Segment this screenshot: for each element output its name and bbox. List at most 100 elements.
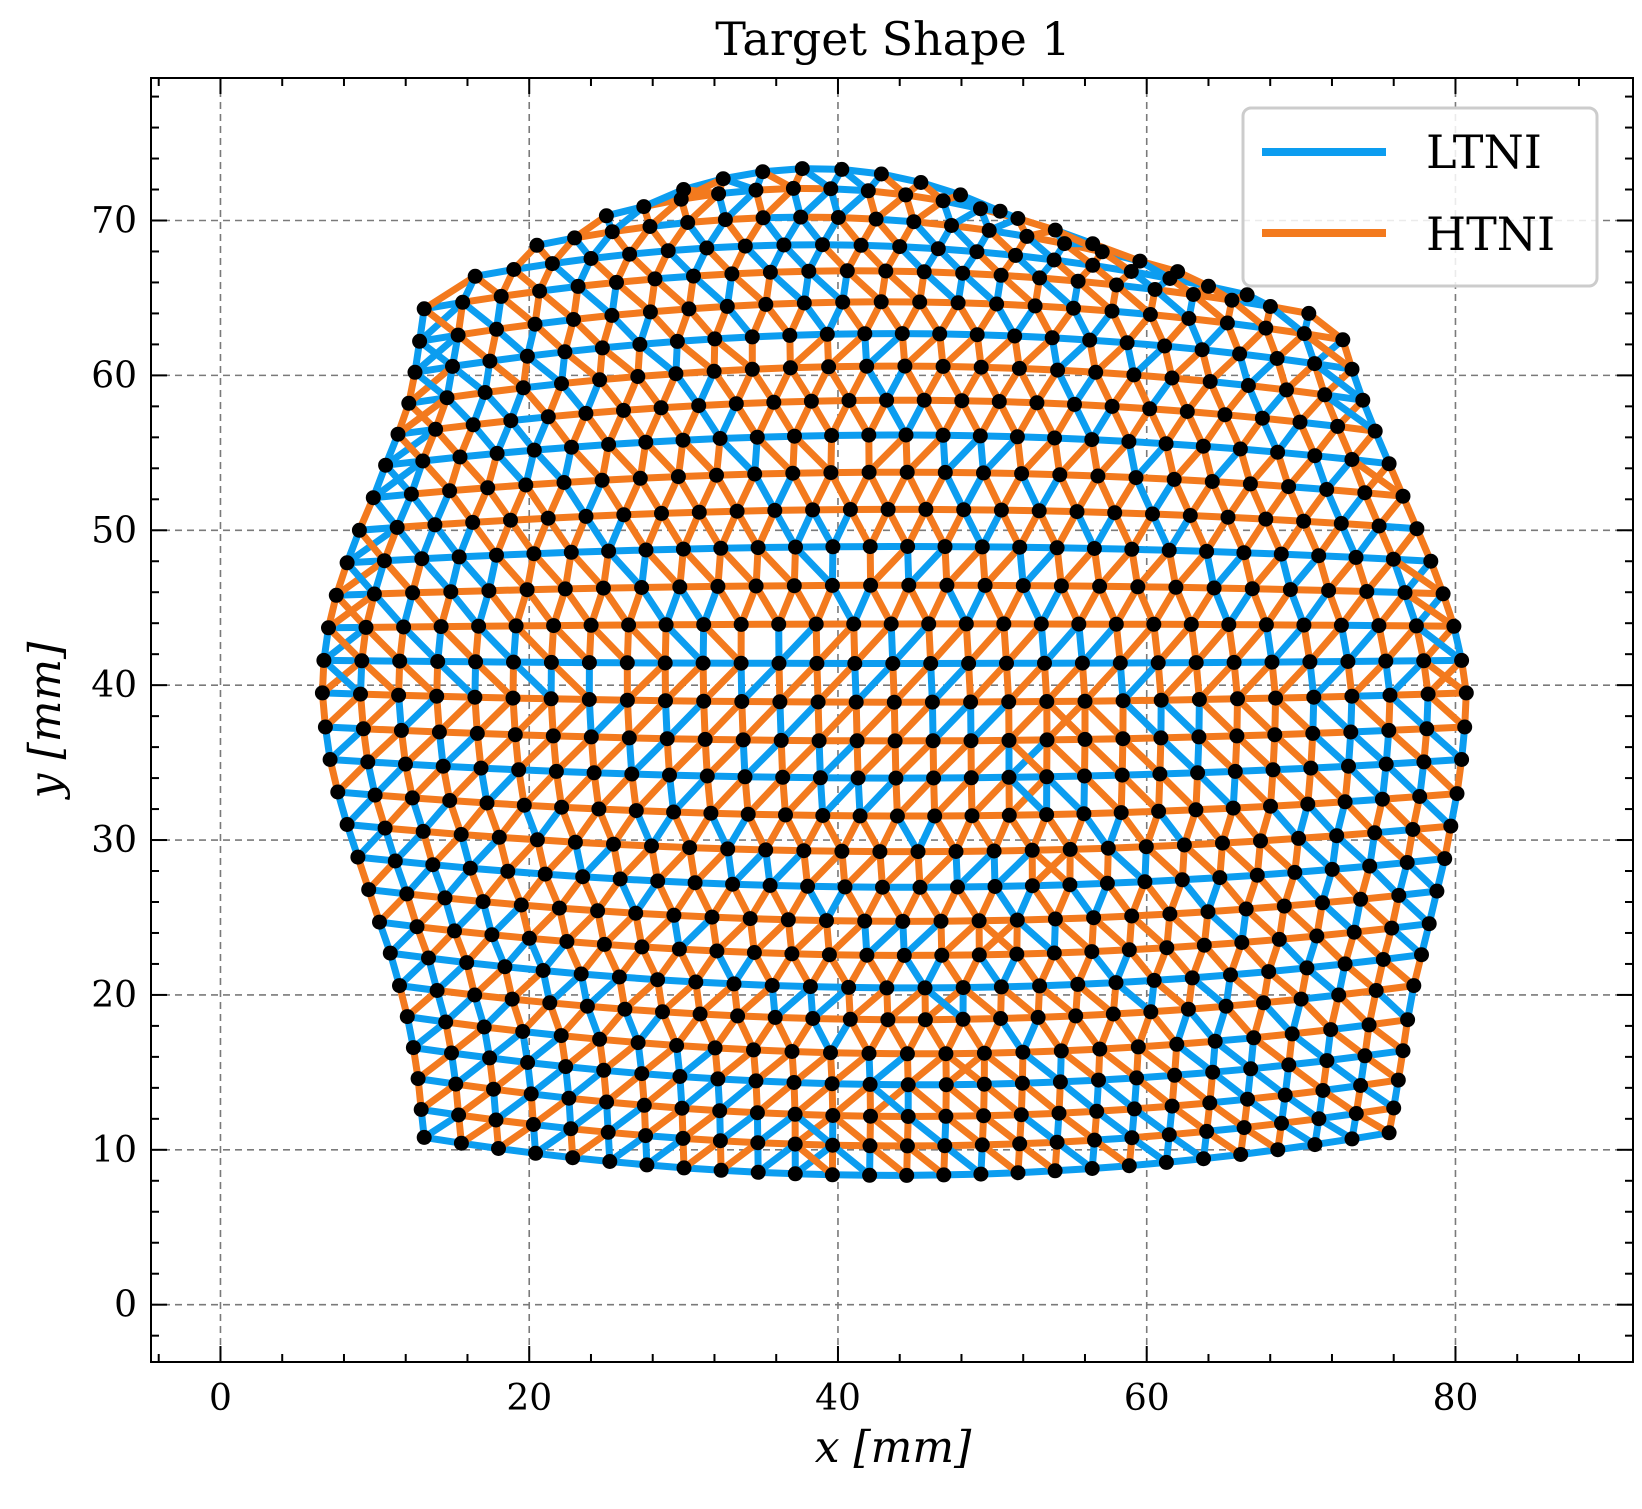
- mesh-node: [801, 264, 816, 279]
- mesh-node: [658, 693, 673, 708]
- mesh-node: [1287, 865, 1302, 880]
- mesh-node: [549, 764, 564, 779]
- mesh-node: [900, 465, 915, 480]
- htni-edge: [400, 661, 437, 696]
- mesh-node: [1239, 902, 1254, 917]
- mesh-node: [1039, 807, 1054, 822]
- mesh-node: [599, 1095, 614, 1110]
- mesh-node: [541, 511, 556, 526]
- mesh-node: [661, 243, 676, 258]
- mesh-node: [1331, 988, 1346, 1003]
- mesh-node: [825, 1138, 840, 1153]
- mesh-node: [763, 878, 778, 893]
- mesh-node: [1137, 874, 1152, 889]
- mesh-node: [857, 326, 872, 341]
- mesh-node: [1240, 1092, 1255, 1107]
- mesh-node: [582, 655, 597, 670]
- mesh-node: [489, 322, 504, 337]
- htni-edge: [1085, 663, 1120, 701]
- mesh-node: [972, 947, 987, 962]
- mesh-node: [503, 413, 518, 428]
- mesh-node: [975, 1137, 990, 1152]
- mesh-node: [321, 620, 336, 635]
- mesh-node: [1084, 432, 1099, 447]
- mesh-node: [639, 1157, 654, 1172]
- mesh-node: [1012, 1136, 1027, 1151]
- htni-edge: [857, 702, 894, 741]
- mesh-node: [900, 539, 915, 554]
- mesh-node: [676, 542, 691, 557]
- mesh-node: [849, 695, 864, 710]
- mesh-node: [1421, 687, 1436, 702]
- mesh-node: [468, 269, 483, 284]
- mesh-node: [1184, 617, 1199, 632]
- mesh-node: [1226, 801, 1241, 816]
- mesh-node: [720, 841, 735, 856]
- mesh-node: [738, 239, 753, 254]
- mesh-node: [823, 1045, 838, 1060]
- y-tick-label-3: 30: [91, 820, 137, 861]
- htni-edge: [629, 701, 665, 738]
- mesh-node: [546, 728, 561, 743]
- htni-edge: [786, 778, 821, 815]
- mesh-node: [913, 175, 928, 190]
- htni-edge: [935, 778, 972, 816]
- htni-edge: [897, 778, 933, 816]
- mesh-node: [1291, 831, 1306, 846]
- mesh-node: [1039, 769, 1054, 784]
- mesh-node: [956, 1012, 971, 1027]
- mesh-node: [743, 911, 758, 926]
- mesh-node: [416, 824, 431, 839]
- mesh-node: [452, 549, 467, 564]
- mesh-node: [527, 443, 542, 458]
- mesh-node: [1169, 1037, 1184, 1052]
- mesh-node: [796, 843, 811, 858]
- mesh-node: [520, 349, 535, 364]
- mesh-node: [825, 539, 840, 554]
- mesh-node: [1077, 769, 1092, 784]
- mesh-node: [1124, 1130, 1139, 1145]
- mesh-node: [522, 931, 537, 946]
- mesh-node: [900, 1046, 915, 1061]
- mesh-node: [1190, 765, 1205, 780]
- mesh-node: [378, 458, 393, 473]
- mesh-node: [637, 1098, 652, 1113]
- mesh-node: [654, 400, 669, 415]
- mesh-node: [782, 328, 797, 343]
- mesh-node: [506, 655, 521, 670]
- mesh-node: [834, 162, 849, 177]
- mesh-node: [749, 579, 764, 594]
- mesh-node: [680, 215, 695, 230]
- mesh-node: [1416, 754, 1431, 769]
- mesh-node: [516, 380, 531, 395]
- mesh-node: [1384, 921, 1399, 936]
- mesh-node: [1317, 387, 1332, 402]
- mesh-node: [563, 1121, 578, 1136]
- mesh-node: [862, 1046, 877, 1061]
- x-tick-label-2: 40: [815, 1378, 861, 1419]
- mesh-node: [1048, 223, 1063, 238]
- ltni-edge: [438, 662, 475, 698]
- mesh-node: [869, 212, 884, 227]
- mesh-node: [913, 880, 928, 895]
- mesh-node: [1113, 656, 1128, 671]
- legend-label-ltni: LTNI: [1426, 125, 1542, 179]
- mesh-node: [660, 731, 675, 746]
- mesh-node: [579, 509, 594, 524]
- mesh-node: [850, 733, 865, 748]
- mesh-node: [417, 301, 432, 316]
- mesh-node: [1338, 956, 1353, 971]
- mesh-node: [1296, 514, 1311, 529]
- mesh-node: [898, 187, 913, 202]
- mesh-node: [1457, 720, 1472, 735]
- htni-edge: [551, 662, 589, 699]
- mesh-node: [1147, 973, 1162, 988]
- mesh-node: [489, 1113, 504, 1128]
- mesh-node: [602, 1154, 617, 1169]
- mesh-node: [918, 502, 933, 517]
- mesh-node: [677, 1160, 692, 1175]
- mesh-node: [1423, 554, 1438, 569]
- mesh-node: [372, 915, 387, 930]
- mesh-node: [542, 995, 557, 1010]
- mesh-node: [601, 1125, 616, 1140]
